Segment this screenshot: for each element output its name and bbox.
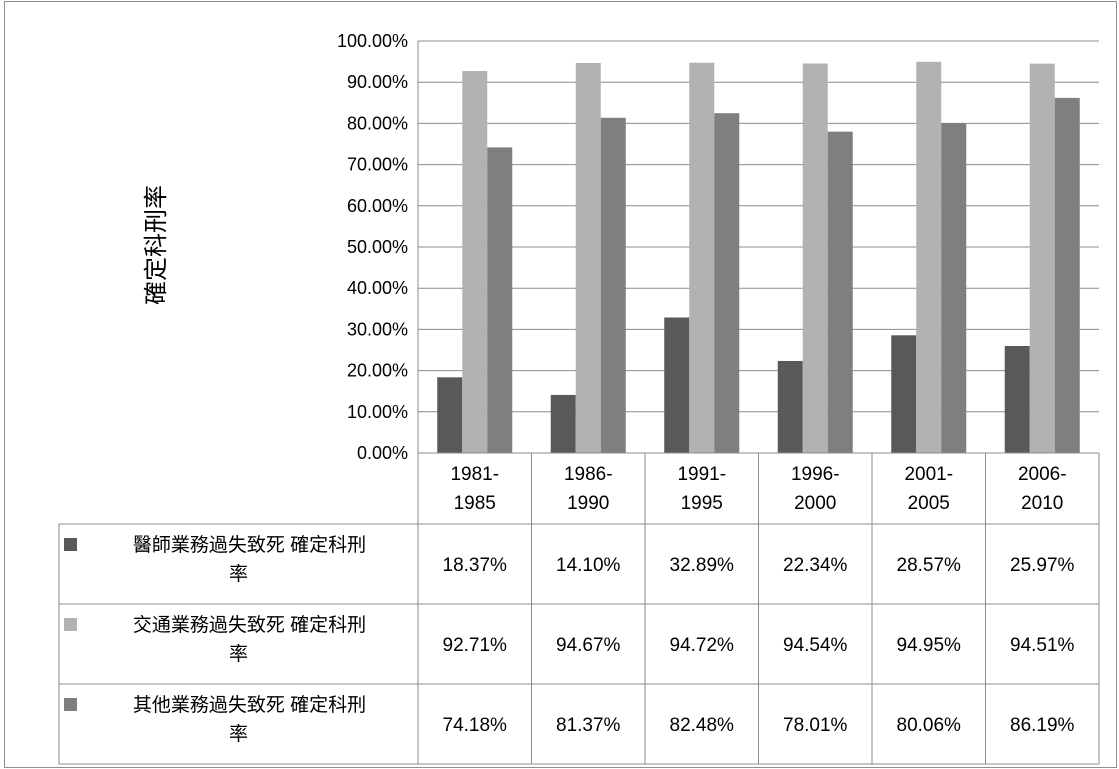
data-label: 22.34% — [783, 555, 848, 576]
data-label: 14.10% — [556, 555, 621, 576]
data-label: 94.67% — [556, 635, 621, 656]
legend-entry: 其他業務過失致死 確定科刑 — [133, 694, 366, 716]
data-label: 81.37% — [556, 715, 621, 736]
bar — [664, 317, 690, 453]
data-label: 94.95% — [897, 635, 962, 656]
y-axis-label: 確定科刑率 — [142, 185, 170, 305]
category-label: 2005 — [908, 493, 950, 514]
data-label: 28.57% — [897, 555, 962, 576]
bar — [941, 123, 967, 453]
bar — [802, 63, 828, 453]
data-label: 25.97% — [1010, 555, 1075, 576]
legend-key — [64, 698, 77, 711]
data-label: 92.71% — [443, 635, 508, 656]
y-tick-label: 90.00% — [347, 72, 408, 92]
category-label: 1986- — [564, 464, 613, 485]
bar — [1004, 346, 1030, 453]
data-table: 1981- 1985 1986- 1990 1991- 1995 1996- 2000 2001… — [58, 452, 1100, 765]
bar — [487, 147, 513, 453]
bar — [777, 360, 803, 453]
data-label: 82.48% — [670, 715, 735, 736]
category-label: 2010 — [1021, 493, 1063, 514]
category-label: 1991- — [677, 464, 726, 485]
category-label: 1995 — [681, 493, 723, 514]
legend-entry: 率 — [229, 643, 248, 665]
bar — [437, 377, 463, 453]
y-tick-label: 10.00% — [347, 402, 408, 422]
bar — [1029, 63, 1055, 453]
category-label: 2006- — [1018, 464, 1067, 485]
category-label: 2001- — [904, 464, 953, 485]
bars — [437, 61, 1080, 454]
category-label: 1996- — [791, 464, 840, 485]
data-label: 74.18% — [443, 715, 508, 736]
bar — [600, 117, 626, 453]
bar — [827, 131, 853, 453]
y-tick-label: 60.00% — [347, 196, 408, 216]
data-label: 86.19% — [1010, 715, 1075, 736]
bar — [462, 71, 488, 454]
y-tick-label: 50.00% — [347, 237, 408, 257]
legend-entry: 率 — [229, 563, 248, 585]
legend-entry: 率 — [229, 723, 248, 745]
bar — [550, 394, 576, 453]
gridlines — [418, 40, 1099, 454]
bar — [891, 335, 917, 453]
category-label: 1990 — [567, 493, 609, 514]
data-label: 32.89% — [670, 555, 735, 576]
data-label: 94.51% — [1010, 635, 1075, 656]
axes: 0.00% 10.00% 20.00% 30.00% 40.00% 50.00% 60.00… — [337, 31, 419, 463]
bar — [916, 61, 942, 453]
data-label: 94.54% — [783, 635, 848, 656]
y-tick-label: 80.00% — [347, 113, 408, 133]
category-label: 1985 — [454, 493, 496, 514]
category-label: 2000 — [794, 493, 836, 514]
data-label: 80.06% — [897, 715, 962, 736]
legend-entry: 醫師業務過失致死 確定科刑 — [133, 534, 366, 556]
bar — [1054, 97, 1080, 453]
bar — [714, 113, 740, 453]
bar — [575, 62, 601, 454]
legend-key — [64, 618, 77, 631]
category-label: 1981- — [450, 464, 499, 485]
bar — [689, 62, 715, 453]
legend-entry: 交通業務過失致死 確定科刑 — [133, 614, 366, 636]
y-tick-label: 20.00% — [347, 361, 408, 381]
y-tick-label: 30.00% — [347, 319, 408, 339]
data-label: 78.01% — [783, 715, 848, 736]
data-label: 94.72% — [670, 635, 735, 656]
data-label: 18.37% — [443, 555, 508, 576]
y-tick-label: 100.00% — [337, 31, 408, 51]
legend-key — [64, 538, 77, 551]
y-tick-label: 0.00% — [357, 443, 408, 463]
y-tick-label: 40.00% — [347, 278, 408, 298]
y-tick-label: 70.00% — [347, 155, 408, 175]
